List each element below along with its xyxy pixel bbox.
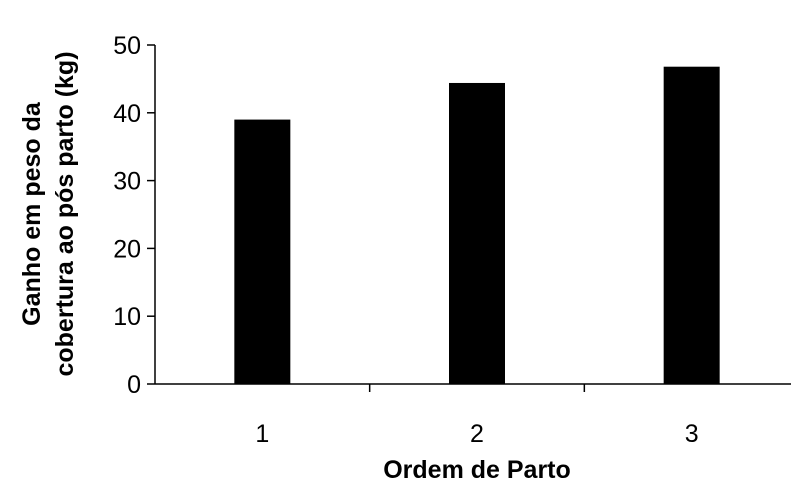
y-tick-label: 30 bbox=[113, 168, 141, 196]
x-axis-tick-labels: 1 2 3 bbox=[255, 420, 698, 448]
y-tick-label: 20 bbox=[113, 235, 141, 263]
y-axis-title-line-1: Ganho em peso da bbox=[18, 101, 46, 326]
y-tick-label: 50 bbox=[113, 32, 141, 60]
y-axis-tick-labels: 0 10 20 30 40 50 bbox=[113, 32, 141, 399]
x-tick-label: 2 bbox=[470, 420, 484, 448]
x-axis-ticks bbox=[368, 384, 586, 392]
y-tick-label: 0 bbox=[127, 371, 141, 399]
y-tick-label: 10 bbox=[113, 303, 141, 331]
x-tick-label: 1 bbox=[255, 420, 269, 448]
bars bbox=[234, 66, 720, 385]
bar-1 bbox=[234, 119, 291, 384]
x-axis-title: Ordem de Parto bbox=[383, 456, 571, 484]
y-axis-title-line-2: cobertura ao pós parto (kg) bbox=[51, 51, 79, 376]
y-axis-title: Ganho em peso da cobertura ao pós parto … bbox=[18, 51, 79, 376]
x-tick-label: 3 bbox=[685, 420, 699, 448]
bar-2 bbox=[449, 82, 505, 384]
bar-3 bbox=[663, 66, 720, 385]
y-axis-ticks bbox=[147, 44, 155, 385]
y-tick-label: 40 bbox=[113, 100, 141, 128]
